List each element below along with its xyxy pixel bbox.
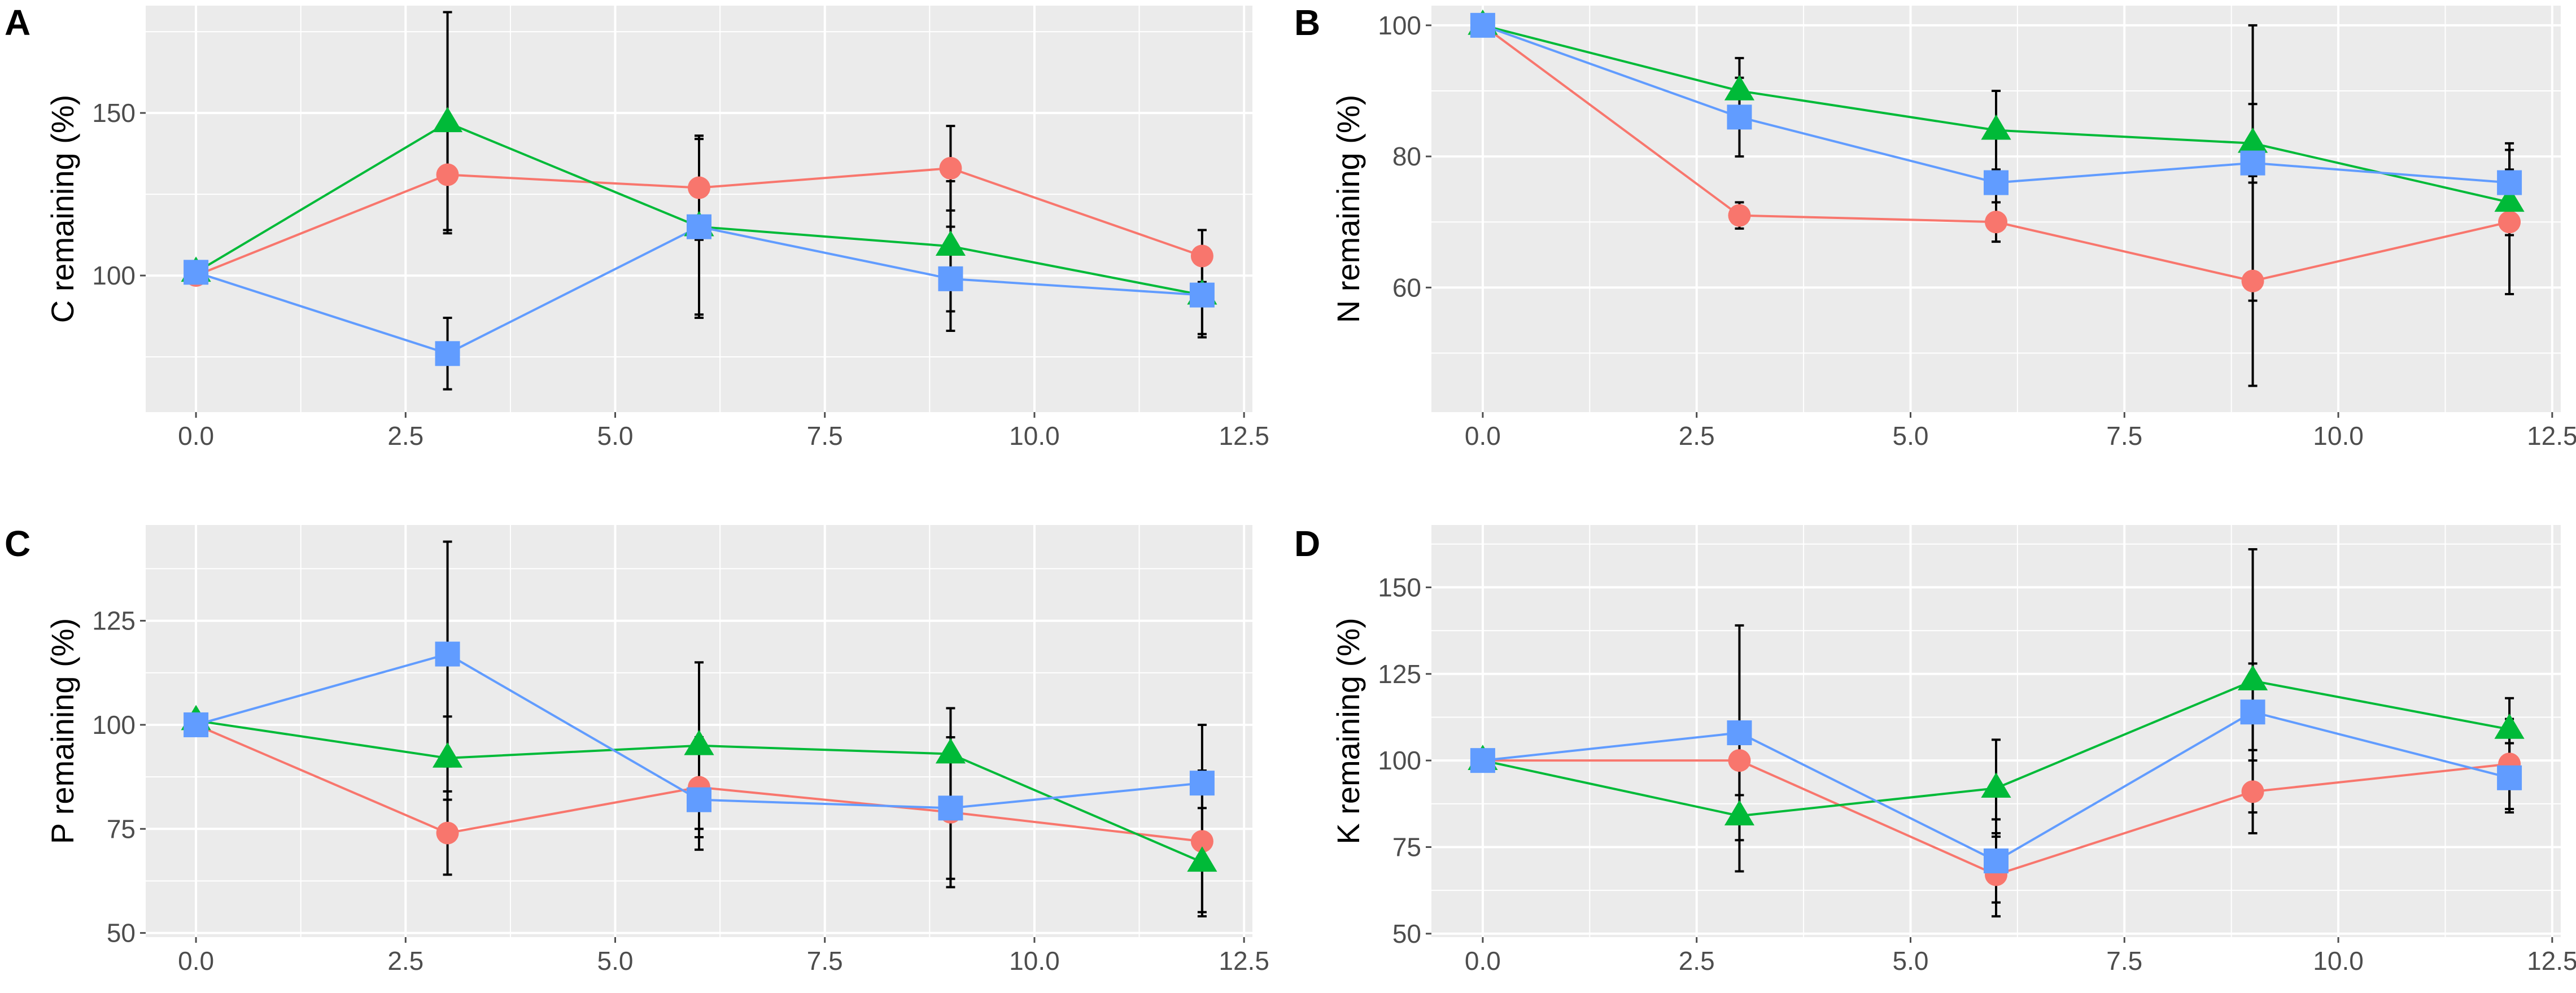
y-tick-label: 80 — [1392, 142, 1421, 171]
y-tick-label: 125 — [1378, 659, 1421, 689]
point-green — [2237, 127, 2268, 153]
y-tick-label: 75 — [1392, 833, 1421, 862]
point-blue — [435, 341, 460, 366]
panel-c: 0.0 2.5 5.0 7.5 10.0 12.5 50 75 100 125 C P remaini… — [5, 523, 1269, 975]
x-tick-label: 12.5 — [2527, 421, 2576, 450]
panel-letter-c: C — [5, 523, 30, 564]
x-tick-label: 7.5 — [2106, 946, 2142, 975]
x-tick-label: 5.0 — [1893, 421, 1929, 450]
point-blue — [1470, 748, 1495, 773]
point-red — [2241, 269, 2264, 292]
point-red — [688, 176, 710, 199]
point-blue — [2497, 170, 2522, 195]
y-tick-label: 50 — [1392, 919, 1421, 948]
point-red — [1728, 204, 1751, 227]
y-tick-label: 100 — [1378, 11, 1421, 40]
y-tick-label: 125 — [92, 606, 136, 636]
point-green — [935, 230, 966, 256]
y-tick-label: 100 — [1378, 746, 1421, 775]
x-tick-label: 2.5 — [387, 946, 423, 975]
x-tick-label: 12.5 — [1219, 946, 1269, 975]
point-red — [1985, 211, 2007, 234]
panel-letter-b: B — [1294, 2, 1320, 43]
y-axis-label-c: P remaining (%) — [45, 618, 80, 844]
point-green — [1981, 772, 2011, 798]
point-red — [1190, 244, 1213, 268]
y-tick-label: 50 — [107, 918, 136, 948]
point-green — [2494, 713, 2525, 739]
y-tick-label: 75 — [107, 814, 136, 843]
x-tick-label: 12.5 — [1219, 421, 1269, 450]
x-tick-label: 7.5 — [807, 946, 843, 975]
point-blue — [2240, 150, 2265, 176]
point-blue — [1470, 12, 1495, 38]
x-tick-label: 0.0 — [178, 421, 214, 450]
point-blue — [184, 260, 209, 285]
point-red — [939, 157, 962, 180]
x-tick-label: 0.0 — [178, 946, 214, 975]
point-red — [436, 821, 459, 845]
point-red — [2241, 780, 2264, 803]
x-tick-label: 10.0 — [2313, 421, 2364, 450]
point-green — [432, 742, 463, 768]
y-tick-label: 60 — [1392, 273, 1421, 302]
x-tick-label: 0.0 — [1465, 421, 1501, 450]
point-blue — [938, 266, 963, 291]
point-blue — [2240, 699, 2265, 725]
point-blue — [2497, 765, 2522, 790]
point-blue — [1727, 720, 1752, 746]
point-green — [2237, 665, 2268, 690]
x-tick-label: 2.5 — [1679, 421, 1715, 450]
y-tick-label: 100 — [92, 261, 136, 290]
point-red — [436, 163, 459, 186]
x-tick-label: 10.0 — [1009, 421, 1060, 450]
x-tick-label: 5.0 — [1893, 946, 1929, 975]
point-blue — [687, 214, 711, 239]
x-tick-label: 10.0 — [2313, 946, 2364, 975]
panel-a: 0.0 2.5 5.0 7.5 10.0 12.5 100 150 A C remaining (… — [5, 2, 1269, 450]
point-green — [2494, 186, 2525, 212]
x-tick-label: 10.0 — [1009, 946, 1060, 975]
point-green — [684, 729, 714, 755]
panel-letter-a: A — [5, 2, 30, 43]
point-blue — [1984, 848, 2009, 874]
y-tick-label: 150 — [1378, 572, 1421, 602]
x-tick-label: 7.5 — [807, 421, 843, 450]
x-tick-label: 2.5 — [387, 421, 423, 450]
y-axis-label-b: N remaining (%) — [1330, 95, 1366, 323]
point-blue — [938, 795, 963, 821]
point-blue — [1189, 282, 1215, 308]
y-tick-label: 150 — [92, 98, 136, 128]
y-tick-label: 100 — [92, 710, 136, 740]
panel-b: 0.0 2.5 5.0 7.5 10.0 12.5 60 80 100 B N remaining … — [1294, 2, 2576, 450]
point-green — [1724, 75, 1755, 100]
x-tick-label: 0.0 — [1465, 946, 1501, 975]
y-axis-label-d: K remaining (%) — [1330, 618, 1366, 844]
point-blue — [687, 787, 711, 812]
point-red — [2498, 211, 2521, 234]
panel-d: 0.0 2.5 5.0 7.5 10.0 12.5 50 75 100 125 150 D K rema… — [1294, 523, 2576, 975]
y-axis-label-a: C remaining (%) — [45, 95, 80, 323]
point-green — [1187, 846, 1217, 872]
x-tick-label: 7.5 — [2106, 421, 2142, 450]
point-green — [1981, 114, 2011, 140]
point-blue — [1189, 771, 1215, 796]
point-red — [1190, 830, 1213, 853]
point-blue — [184, 712, 209, 737]
point-green — [935, 738, 966, 764]
point-green — [1724, 800, 1755, 826]
point-blue — [1984, 170, 2009, 195]
x-tick-label: 5.0 — [597, 946, 634, 975]
x-tick-label: 2.5 — [1679, 946, 1715, 975]
point-blue — [1727, 104, 1752, 130]
point-red — [1728, 749, 1751, 772]
point-green — [432, 107, 463, 133]
point-blue — [435, 641, 460, 667]
x-tick-label: 5.0 — [597, 421, 634, 450]
x-tick-label: 12.5 — [2527, 946, 2576, 975]
panel-letter-d: D — [1294, 523, 1320, 564]
